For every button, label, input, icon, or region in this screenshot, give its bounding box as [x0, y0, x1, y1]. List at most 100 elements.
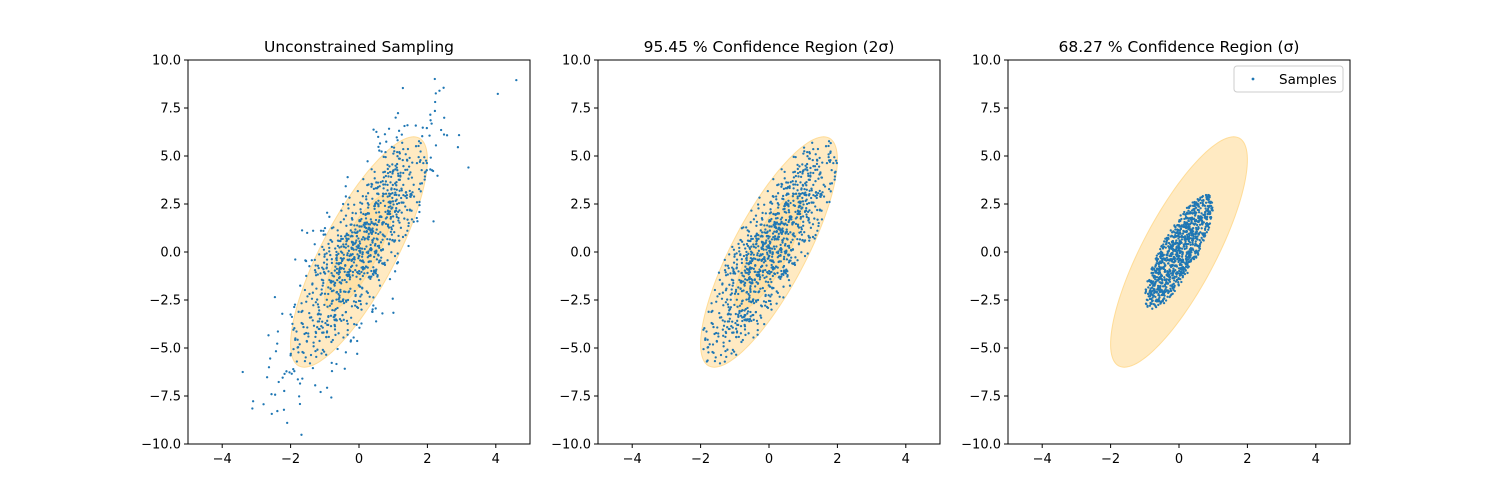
sample-point	[389, 217, 392, 220]
sample-point	[314, 384, 317, 387]
sample-point	[757, 291, 760, 294]
sample-point	[779, 275, 782, 279]
sample-point	[346, 322, 349, 325]
sample-point	[429, 119, 432, 122]
sample-point	[445, 134, 449, 137]
sample-point	[379, 215, 382, 218]
sample-point	[344, 243, 348, 246]
sample-point	[806, 150, 809, 154]
sample-point	[1195, 250, 1198, 253]
sample-point	[1191, 201, 1194, 204]
y-tick-label: 7.5	[570, 102, 591, 117]
sample-point	[821, 161, 824, 164]
sample-point	[443, 116, 446, 119]
y-tick-label: −2.5	[559, 294, 591, 309]
sample-point	[804, 168, 807, 171]
sample-point	[330, 361, 333, 365]
sample-point	[335, 259, 338, 262]
sample-point	[398, 178, 402, 181]
sample-point	[757, 274, 760, 277]
sample-point	[358, 269, 361, 273]
sample-point	[1144, 288, 1147, 291]
confidence-ellipse	[1110, 136, 1248, 368]
sample-point	[362, 212, 365, 216]
sample-point	[328, 250, 331, 253]
sample-point	[1158, 290, 1161, 293]
sample-point	[241, 370, 244, 374]
sample-point	[361, 287, 364, 290]
sample-point	[329, 287, 332, 290]
sample-point	[386, 195, 389, 198]
sample-point	[1169, 235, 1172, 238]
sample-point	[339, 235, 343, 238]
sample-point	[1206, 207, 1210, 211]
sample-point	[1198, 242, 1202, 246]
sample-point	[1169, 246, 1172, 249]
sample-point	[1207, 201, 1210, 204]
sample-point	[330, 340, 333, 344]
sample-point	[819, 193, 822, 196]
sample-point	[812, 183, 815, 187]
sample-point	[404, 205, 407, 208]
sample-point	[1181, 258, 1184, 261]
sample-point	[357, 284, 360, 287]
sample-point	[442, 86, 445, 89]
sample-point	[780, 250, 783, 254]
sample-point	[738, 311, 741, 314]
sample-point	[1189, 212, 1192, 215]
sample-point	[798, 210, 802, 213]
sample-point	[339, 250, 343, 253]
sample-point	[1187, 265, 1190, 268]
sample-point	[729, 306, 733, 309]
sample-point	[798, 231, 801, 234]
sample-point	[787, 199, 790, 202]
sample-point	[782, 194, 785, 198]
sample-point	[1200, 219, 1204, 222]
y-tick-label: −10.0	[551, 438, 591, 453]
sample-point	[378, 185, 381, 188]
sample-point	[310, 297, 314, 300]
sample-point	[1165, 282, 1168, 285]
sample-point	[384, 217, 388, 220]
sample-point	[783, 205, 786, 208]
sample-point	[391, 215, 395, 218]
sample-point	[762, 300, 766, 303]
sample-point	[397, 216, 400, 220]
sample-point	[1172, 267, 1175, 270]
sample-point	[303, 288, 307, 292]
sample-point	[293, 305, 296, 309]
sample-point	[348, 278, 351, 281]
sample-point	[820, 209, 823, 212]
sample-point	[436, 174, 439, 177]
sample-point	[1172, 230, 1175, 233]
sample-point	[772, 236, 775, 239]
sample-point	[376, 238, 379, 241]
sample-point	[305, 300, 308, 303]
sample-point	[761, 241, 765, 244]
sample-point	[388, 210, 392, 213]
sample-point	[1182, 225, 1185, 229]
sample-point	[1193, 202, 1196, 205]
sample-point	[350, 247, 353, 250]
sample-point	[792, 155, 795, 158]
sample-point	[333, 325, 337, 328]
sample-point	[758, 278, 761, 281]
sample-point	[400, 189, 403, 192]
sample-point	[748, 269, 751, 272]
x-tick-label: −4	[213, 452, 232, 467]
sample-point	[817, 224, 820, 228]
sample-point	[1191, 257, 1194, 260]
sample-point	[735, 267, 738, 270]
sample-point	[369, 218, 372, 221]
sample-point	[423, 156, 426, 159]
sample-point	[757, 207, 760, 210]
sample-point	[1190, 211, 1194, 215]
sample-point	[1174, 242, 1177, 246]
sample-point	[808, 239, 811, 242]
sample-point	[334, 307, 337, 311]
sample-point	[1176, 249, 1180, 252]
sample-point	[321, 331, 324, 334]
sample-point	[1161, 261, 1164, 264]
sample-point	[819, 172, 822, 175]
sample-point	[737, 292, 740, 296]
